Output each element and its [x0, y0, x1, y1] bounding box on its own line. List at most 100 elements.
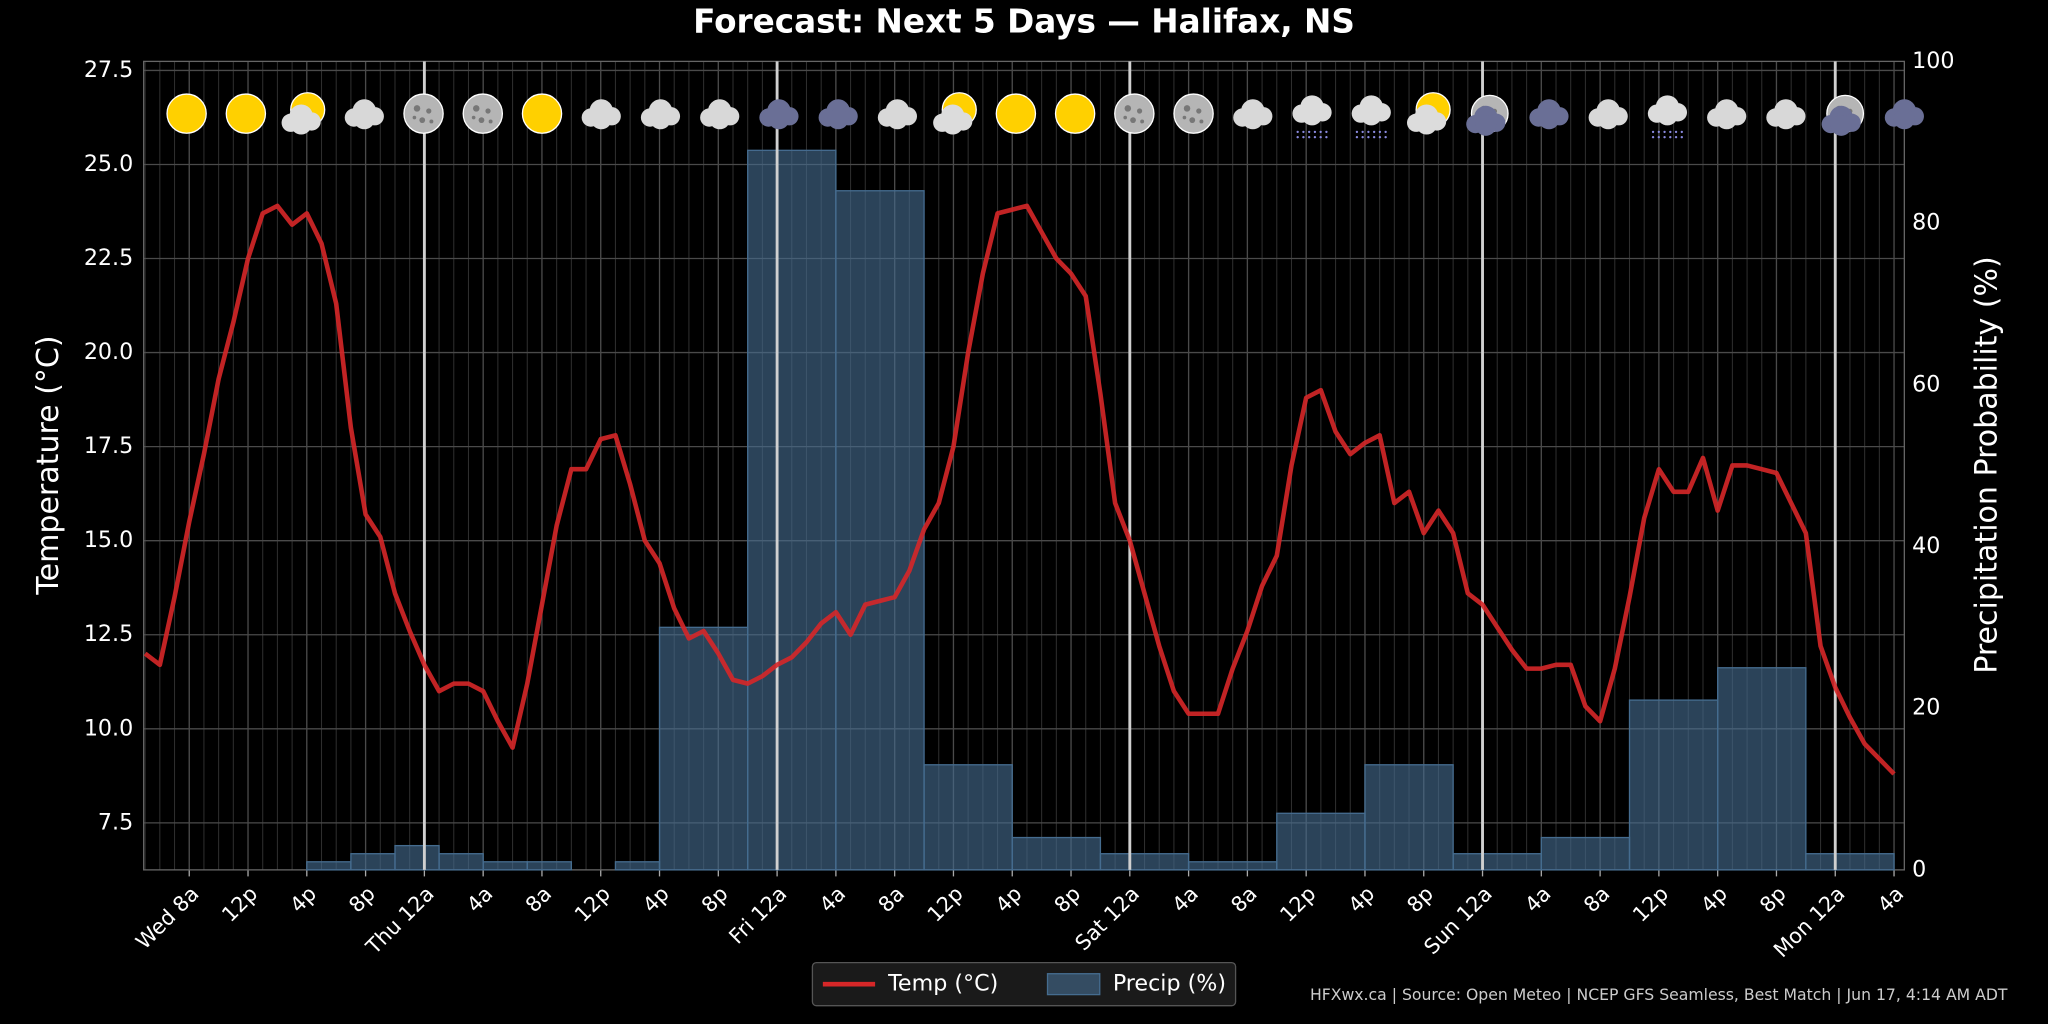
- rain-drop: [1296, 135, 1299, 139]
- weather-icon: [995, 93, 1037, 134]
- crater: [472, 105, 480, 112]
- y-tick-label: 12.5: [84, 621, 133, 647]
- crater: [471, 115, 476, 120]
- weather-icon: [281, 92, 326, 135]
- precip-bar: [1011, 836, 1102, 871]
- crater: [478, 117, 485, 124]
- crater: [1196, 108, 1202, 114]
- crater: [1123, 115, 1128, 120]
- rain-drop: [1674, 135, 1678, 139]
- crater: [1189, 117, 1196, 124]
- weather-icon: [1054, 93, 1096, 134]
- chart-title: Forecast: Next 5 Days — Halifax, NS: [693, 3, 1355, 41]
- rain-drop: [1657, 130, 1660, 134]
- sun: [1054, 93, 1096, 134]
- weather-icon: [640, 99, 681, 130]
- weather-icon: [1588, 99, 1628, 130]
- y-axis-title: Temperature (°C): [31, 335, 66, 595]
- precip-bar: [350, 853, 396, 871]
- weather-icon: [1529, 99, 1569, 130]
- rain-drop: [1669, 130, 1672, 134]
- sun: [225, 93, 267, 134]
- legend-label: Temp (°C): [887, 971, 998, 997]
- crater: [1182, 115, 1187, 120]
- crater: [1136, 108, 1143, 114]
- precip-bar: [394, 844, 440, 871]
- y2-tick-label: 40: [1912, 533, 1940, 559]
- crater: [1130, 117, 1136, 124]
- weather-icon: [1884, 99, 1924, 130]
- rain-drop: [1302, 135, 1305, 139]
- precip-bar: [482, 861, 528, 871]
- rain-drop: [1296, 130, 1299, 134]
- weather-icon: [581, 99, 621, 130]
- crater: [413, 105, 421, 112]
- crater: [1199, 119, 1204, 124]
- y-tick-label: 15.0: [84, 527, 133, 553]
- rain-drop: [1657, 135, 1660, 139]
- rain-drop: [1680, 130, 1683, 134]
- crater: [485, 108, 491, 114]
- rain-drop: [1325, 130, 1328, 134]
- cloud-puff: [1656, 104, 1678, 126]
- precip-bar: [747, 149, 837, 871]
- y2-axis-title: Precipitation Probability (%): [1969, 256, 2004, 674]
- rain-drop: [1302, 130, 1305, 134]
- weather-icon: [225, 93, 267, 134]
- crater: [429, 119, 434, 124]
- cloud-puff: [1597, 108, 1619, 130]
- precip-bar: [1628, 699, 1719, 871]
- rain-drop: [1325, 135, 1328, 139]
- rain-drop: [1307, 130, 1311, 134]
- rain-drop: [1669, 135, 1672, 139]
- cloud-puff: [1830, 114, 1852, 136]
- weather-icon: [1173, 93, 1214, 134]
- weather-icon: [1292, 95, 1332, 139]
- precip-bar: [1717, 667, 1807, 871]
- precip-bar: [923, 764, 1013, 871]
- precip-bar: [614, 861, 661, 871]
- rain-drop: [1663, 130, 1666, 134]
- crater: [1140, 119, 1145, 124]
- precip-bar: [1540, 836, 1631, 871]
- rain-drop: [1674, 130, 1678, 134]
- rain-drop: [1361, 135, 1364, 139]
- sun: [521, 93, 563, 134]
- precip-bar: [1276, 812, 1366, 871]
- precip-bar: [1805, 853, 1895, 871]
- cloud-puff: [290, 113, 312, 135]
- precip-bar: [1452, 853, 1542, 871]
- precip-bar: [835, 190, 925, 871]
- weather-icon: [700, 99, 740, 130]
- weather-icon: [1821, 94, 1865, 136]
- cloud-puff: [768, 108, 790, 130]
- cloud-puff: [709, 108, 731, 130]
- cloud-puff: [1242, 108, 1264, 130]
- precip-bar: [658, 626, 749, 871]
- rain-drop: [1367, 135, 1370, 139]
- weather-icon: [818, 99, 858, 130]
- rain-drop: [1663, 135, 1666, 139]
- moon: [1173, 93, 1214, 134]
- cloud-puff: [886, 108, 908, 130]
- cloud-puff: [1893, 108, 1915, 130]
- rain-drop: [1651, 130, 1655, 134]
- y2-tick-label: 20: [1912, 695, 1940, 721]
- crater: [488, 119, 493, 124]
- cloud-puff: [827, 108, 849, 130]
- cloud-puff: [1716, 108, 1738, 130]
- weather-icon: [166, 93, 207, 134]
- weather-icon: [1707, 99, 1747, 130]
- temp-line: [143, 203, 1896, 776]
- weather-icon: [1114, 93, 1155, 134]
- cloud-puff: [1416, 113, 1438, 135]
- legend-label: Precip (%): [1113, 971, 1226, 997]
- weather-icon: [403, 93, 444, 134]
- cloud-puff: [942, 113, 964, 135]
- weather-icon: [1647, 95, 1688, 139]
- rain-drop: [1307, 135, 1311, 139]
- crater: [426, 108, 432, 114]
- rain-drop: [1313, 135, 1317, 139]
- rain-drop: [1680, 135, 1683, 139]
